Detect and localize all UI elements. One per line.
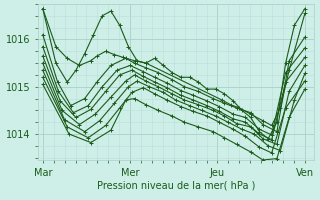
X-axis label: Pression niveau de la mer( hPa ): Pression niveau de la mer( hPa ) <box>97 180 255 190</box>
